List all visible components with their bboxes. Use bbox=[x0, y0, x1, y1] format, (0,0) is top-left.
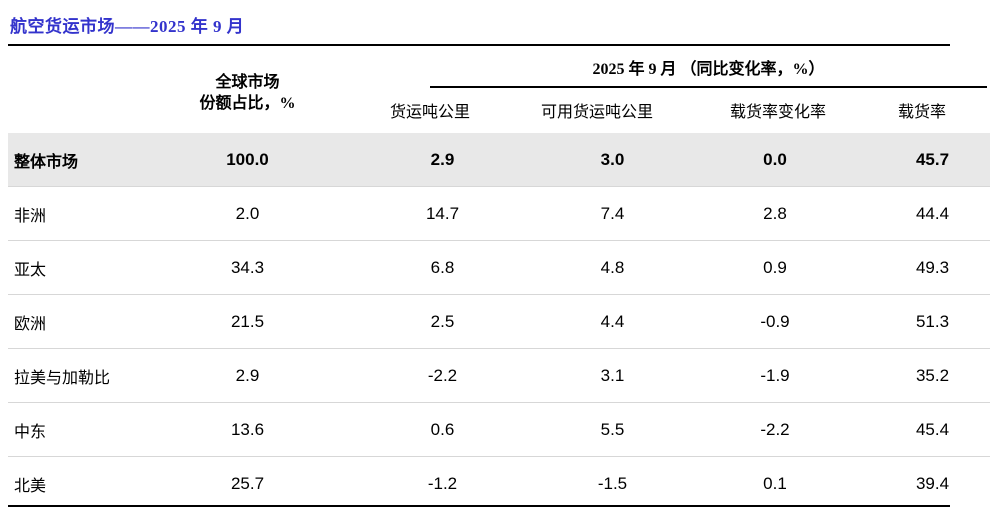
region-label: 亚太 bbox=[14, 261, 47, 279]
region-label: 整体市场 bbox=[14, 153, 79, 171]
share-header-line2: 份额占比，% bbox=[199, 95, 296, 112]
lf-change-value: -0.9 bbox=[760, 311, 790, 331]
ctk-value: 2.5 bbox=[430, 311, 455, 331]
share-value: 2.9 bbox=[235, 365, 260, 385]
lf-change-value: 0.9 bbox=[763, 257, 787, 277]
lf-value: 39.4 bbox=[915, 473, 950, 493]
region-label: 中东 bbox=[14, 423, 47, 441]
share-value: 100.0 bbox=[226, 149, 269, 169]
share-value: 2.0 bbox=[235, 203, 260, 223]
ctk-value: 14.7 bbox=[425, 203, 460, 223]
table-bottom-rule bbox=[8, 505, 950, 507]
table-body: 整体市场 100.0 2.9 3.0 0.0 45.7 非洲 2.0 14.7 … bbox=[8, 133, 990, 510]
lf-change-value: 0.1 bbox=[763, 473, 787, 493]
column-header-global-share: 全球市场 份额占比，% bbox=[160, 72, 335, 114]
page-title: 航空货运市场——2025 年 9 月 bbox=[10, 17, 245, 36]
table-row-africa: 非洲 2.0 14.7 7.4 2.8 44.4 bbox=[8, 187, 990, 241]
lf-change-value: 0.0 bbox=[763, 149, 787, 169]
lf-value: 45.4 bbox=[915, 419, 950, 439]
table-row-europe: 欧洲 21.5 2.5 4.4 -0.9 51.3 bbox=[8, 295, 990, 349]
share-value: 13.6 bbox=[230, 419, 265, 439]
table-header: 全球市场 份额占比，% 2025 年 9 月 （同比变化率，%） 货运吨公里 可… bbox=[0, 46, 1000, 133]
table-row-latin-america-caribbean: 拉美与加勒比 2.9 -2.2 3.1 -1.9 35.2 bbox=[8, 349, 990, 403]
ctk-value: -1.2 bbox=[427, 473, 458, 493]
ctk-value: 2.9 bbox=[430, 149, 455, 169]
ctk-value: 6.8 bbox=[430, 257, 455, 277]
lf-change-value: 2.8 bbox=[763, 203, 787, 223]
lf-change-value: -2.2 bbox=[760, 419, 790, 439]
share-value: 34.3 bbox=[230, 257, 265, 277]
group-header-rule bbox=[430, 86, 987, 88]
column-header-ctk: 货运吨公里 bbox=[389, 104, 471, 121]
ctk-value: 0.6 bbox=[430, 419, 455, 439]
actk-value: 3.1 bbox=[600, 365, 625, 385]
lf-value: 44.4 bbox=[915, 203, 950, 223]
region-label: 拉美与加勒比 bbox=[14, 369, 111, 387]
actk-value: 7.4 bbox=[600, 203, 625, 223]
share-value: 25.7 bbox=[230, 473, 265, 493]
share-value: 21.5 bbox=[230, 311, 265, 331]
actk-value: 3.0 bbox=[600, 149, 625, 169]
region-label: 非洲 bbox=[14, 207, 47, 225]
lf-value: 45.7 bbox=[915, 149, 950, 169]
share-header-line1: 全球市场 bbox=[215, 74, 280, 91]
column-header-lf-change: 载货率变化率 bbox=[729, 104, 827, 121]
region-label: 北美 bbox=[14, 477, 47, 495]
table-row-middle-east: 中东 13.6 0.6 5.5 -2.2 45.4 bbox=[8, 403, 990, 457]
lf-value: 51.3 bbox=[915, 311, 950, 331]
lf-value: 49.3 bbox=[915, 257, 950, 277]
table-row-total: 整体市场 100.0 2.9 3.0 0.0 45.7 bbox=[8, 133, 990, 187]
title-rule bbox=[8, 44, 950, 46]
actk-value: 4.8 bbox=[600, 257, 625, 277]
column-header-lf: 载货率 bbox=[897, 104, 947, 121]
lf-value: 35.2 bbox=[915, 365, 950, 385]
table-row-north-america: 北美 25.7 -1.2 -1.5 0.1 39.4 bbox=[8, 457, 990, 510]
lf-change-value: -1.9 bbox=[760, 365, 790, 385]
actk-value: 5.5 bbox=[600, 419, 625, 439]
column-header-actk: 可用货运吨公里 bbox=[540, 104, 654, 121]
actk-value: -1.5 bbox=[597, 473, 628, 493]
ctk-value: -2.2 bbox=[427, 365, 458, 385]
column-group-header-yoy: 2025 年 9 月 （同比变化率，%） bbox=[592, 61, 825, 78]
actk-value: 4.4 bbox=[600, 311, 625, 331]
table-row-asia-pacific: 亚太 34.3 6.8 4.8 0.9 49.3 bbox=[8, 241, 990, 295]
region-label: 欧洲 bbox=[14, 315, 47, 333]
